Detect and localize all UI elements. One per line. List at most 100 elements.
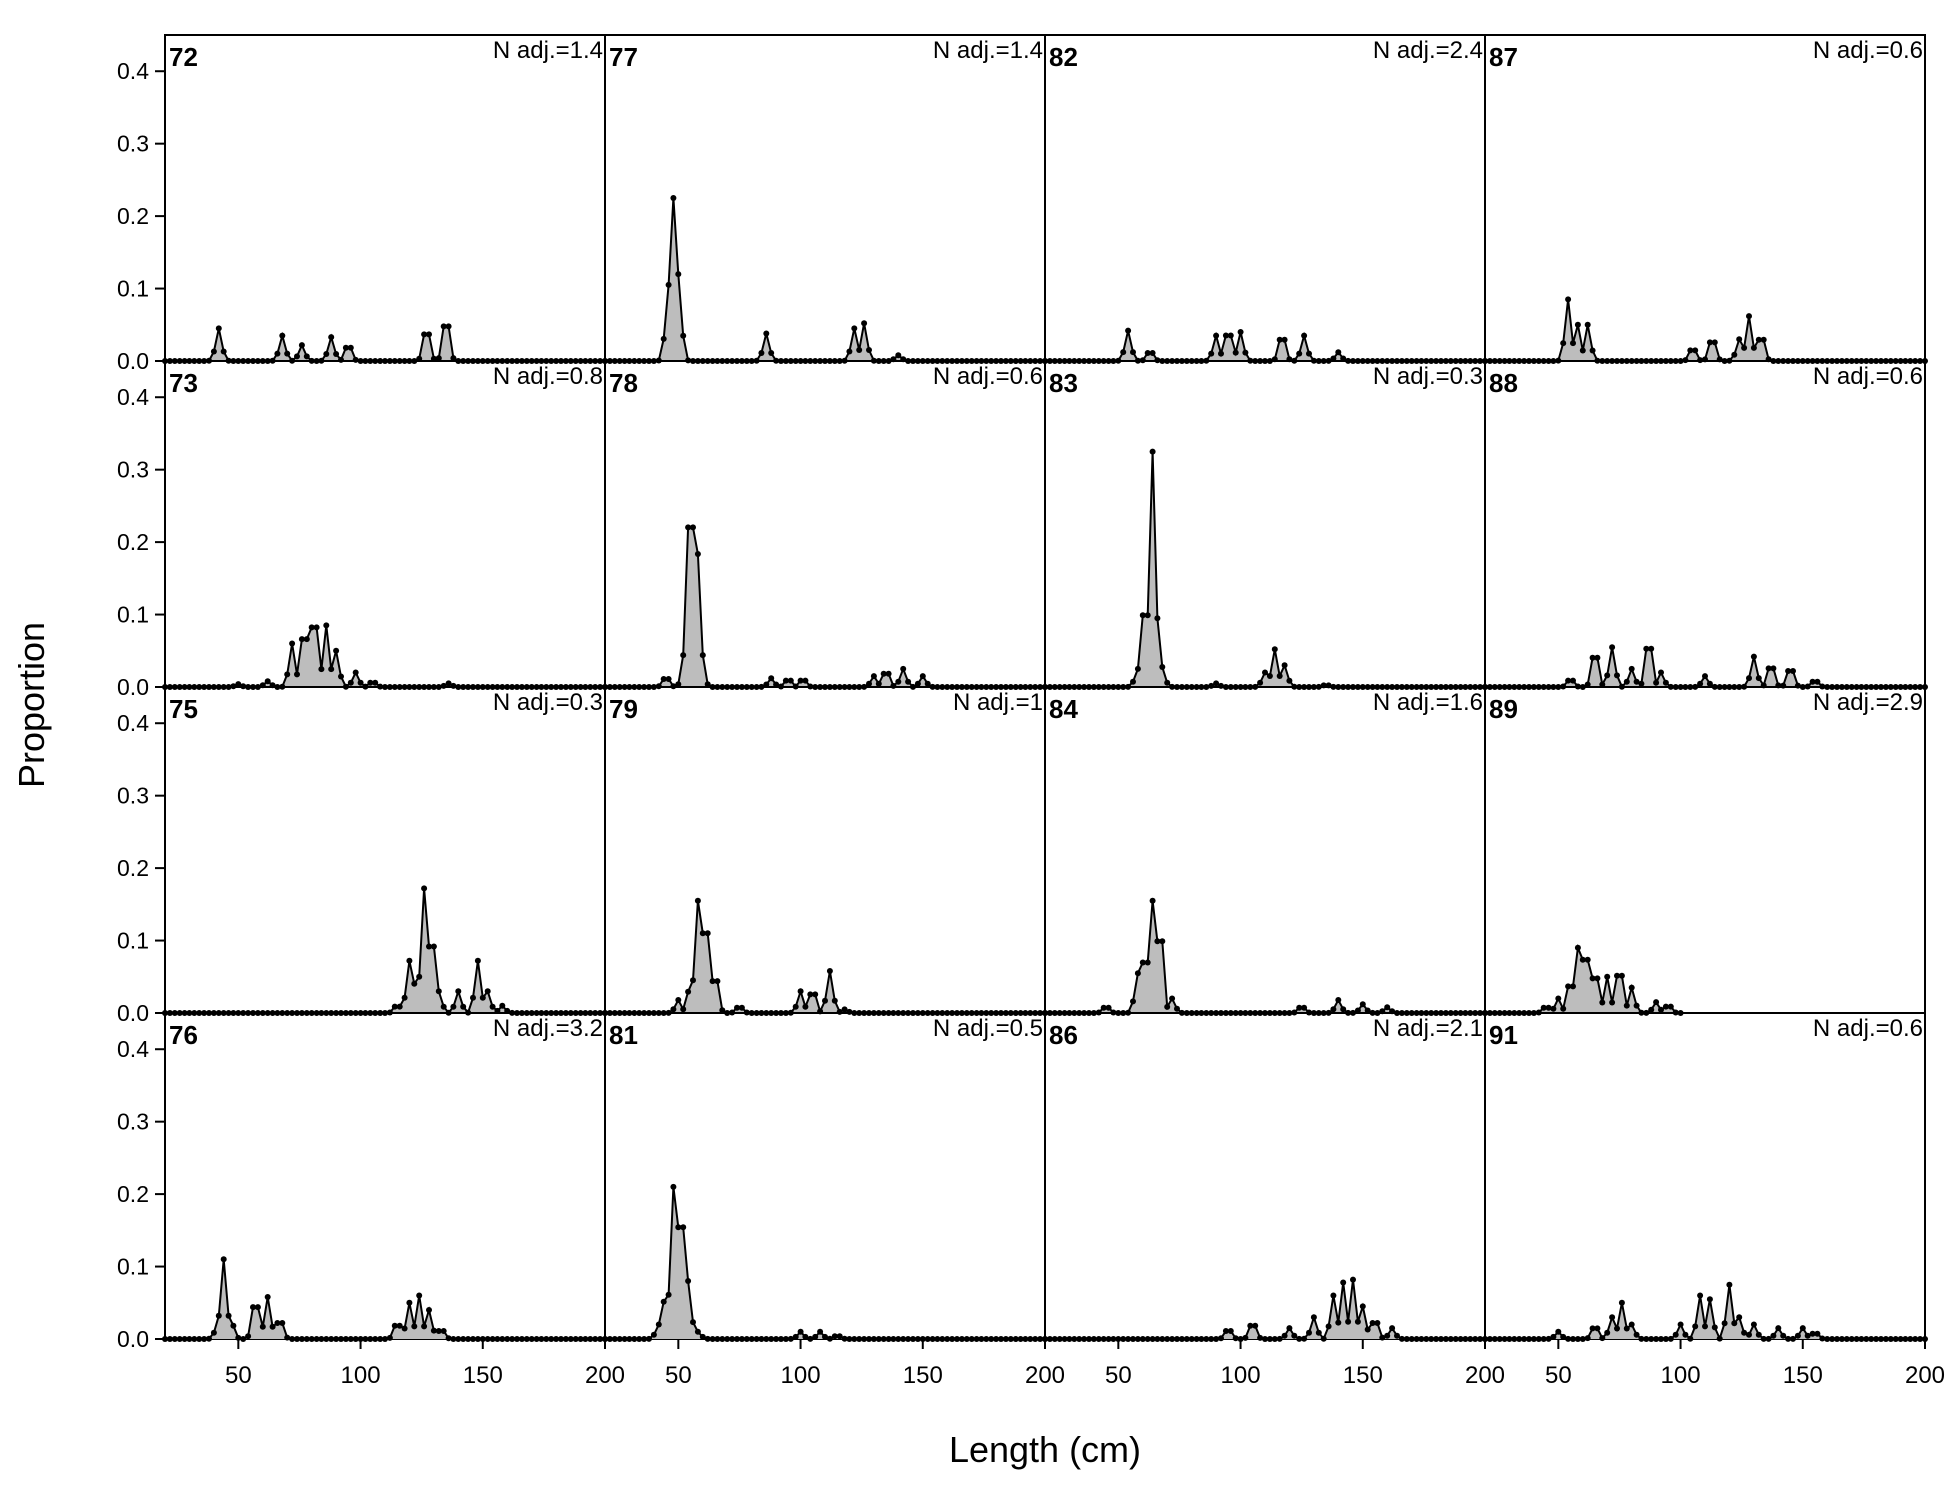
data-point [1750,653,1757,660]
series-area [165,888,605,1013]
data-point [1398,1335,1405,1342]
data-point [1164,1336,1171,1342]
data-point [303,636,310,643]
data-point [597,1336,604,1342]
data-point [528,1336,535,1342]
data-point [274,1320,281,1326]
panel-label: 89 [1489,694,1518,724]
data-point [792,1003,799,1010]
y-tick-label: 0.3 [117,783,149,809]
y-tick-label: 0.4 [117,58,149,84]
data-point [406,1299,413,1306]
data-point [1262,669,1268,676]
data-point [416,1292,423,1299]
x-tick-label: 100 [781,1362,821,1389]
data-point [1340,1006,1347,1013]
data-point [1760,1335,1767,1342]
data-point [802,677,809,684]
data-point [1902,1336,1909,1342]
data-point [1457,1336,1464,1342]
data-point [1565,983,1572,990]
data-point [1804,1332,1811,1339]
data-point [1472,1336,1479,1342]
data-point [602,1336,608,1342]
data-point [435,988,442,995]
data-point [1687,1335,1694,1342]
data-point [1301,1335,1308,1342]
data-point [401,994,408,1001]
data-point [1638,680,1645,687]
data-point [792,1333,799,1340]
data-point [1105,1336,1112,1342]
data-point [1658,1006,1664,1013]
data-point [284,671,291,678]
data-point [1130,349,1136,356]
data-point [1208,1336,1215,1342]
data-point [841,1335,848,1342]
data-point [445,323,452,330]
data-point [773,1336,780,1342]
data-point [1335,997,1342,1003]
data-point [303,1336,310,1342]
data-point [1271,646,1278,653]
data-point [978,1336,985,1342]
data-point [284,1334,291,1341]
data-point [1276,1335,1283,1342]
y-axis-label: Proportion [11,622,52,788]
panel-n-adj: N adj.=1.4 [933,37,1043,64]
data-point [1618,1299,1625,1306]
data-point [914,1336,921,1342]
data-point [294,353,300,360]
data-point [1227,332,1234,339]
data-point [391,1003,398,1010]
data-point [1892,1336,1899,1342]
data-point [1403,1336,1410,1342]
data-point [1139,1336,1146,1342]
data-point [333,351,340,357]
data-point [562,1336,569,1342]
data-point [1574,944,1581,951]
data-point [411,1323,418,1330]
data-point [1364,1326,1371,1333]
data-point [1648,1336,1655,1342]
series-line [605,900,1045,1015]
data-point [1721,1320,1728,1327]
data-point [660,1298,667,1305]
data-point [382,1336,388,1342]
data-point [1570,983,1576,990]
data-point [176,1336,183,1342]
data-point [694,551,701,557]
data-point [1604,672,1611,679]
data-point [1188,1336,1195,1342]
x-tick-label: 100 [341,1362,381,1389]
data-point [479,994,486,1001]
data-point [1032,1336,1039,1342]
panel-label: 76 [169,1020,198,1050]
panel-frame [1484,34,1926,362]
data-point [1878,1336,1884,1342]
data-point [206,1335,212,1342]
data-point [880,670,887,677]
data-point [1423,1336,1430,1342]
data-point [812,1333,819,1340]
data-point [694,897,701,904]
panel-frame [164,34,606,362]
data-point [875,680,882,687]
data-point [1374,1320,1381,1326]
panel-81: 81 N adj.=0.5 50 100 150 200 [602,1012,1065,1389]
data-point [274,350,281,357]
data-point [220,348,227,355]
x-tick-label: 100 [1221,1362,1261,1389]
data-point [743,1336,750,1342]
data-point [631,1336,638,1342]
data-point [1051,1336,1058,1342]
data-point [1130,678,1136,685]
series-line [165,325,605,363]
data-point [1042,1336,1048,1342]
y-tick-label: 0.0 [117,674,149,700]
data-point [1433,1336,1440,1342]
data-point [1203,1336,1210,1342]
data-point [455,1336,462,1342]
data-point [1164,679,1171,686]
